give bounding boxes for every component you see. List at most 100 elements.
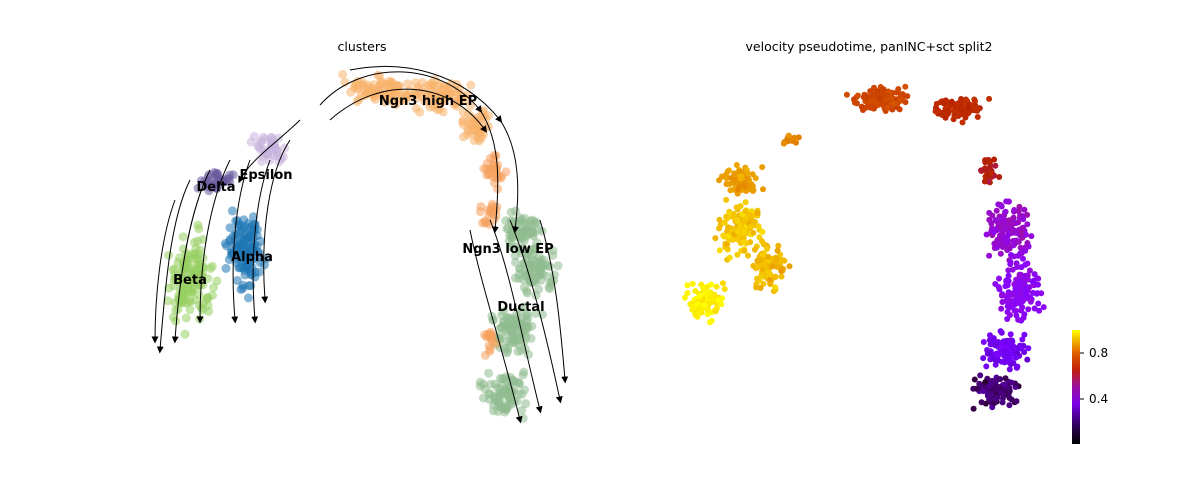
cell-point — [712, 308, 719, 315]
cell-point — [1017, 212, 1024, 219]
cell-point — [1013, 354, 1019, 361]
cell-point — [498, 388, 508, 397]
streamline — [196, 159, 231, 324]
cell-point — [785, 132, 792, 139]
cell-point — [780, 140, 787, 147]
colorbar-label-0.8: 0.8 — [1089, 346, 1108, 360]
cell-point — [716, 177, 723, 184]
cell-point — [1024, 272, 1031, 279]
cell-point — [209, 178, 219, 188]
cell-point — [745, 252, 751, 259]
cell-point — [546, 278, 555, 288]
cell-point — [1005, 198, 1012, 205]
cell-point — [764, 245, 770, 252]
cell-point — [725, 224, 732, 231]
cell-point — [774, 263, 781, 270]
cell-point — [254, 142, 264, 152]
cell-point — [713, 283, 720, 290]
cell-point — [499, 307, 509, 317]
cell-point — [998, 344, 1005, 351]
cell-point — [959, 119, 966, 126]
cell-point — [998, 350, 1005, 357]
cell-point — [1020, 314, 1027, 321]
cell-point — [511, 257, 520, 267]
cell-point — [474, 122, 484, 132]
cell-point — [681, 294, 688, 301]
cell-point — [411, 104, 421, 113]
cell-point — [987, 341, 994, 348]
cell-point — [462, 94, 472, 104]
cluster-label-ngn3-low-ep: Ngn3 low EP — [462, 242, 553, 257]
cell-point — [1009, 226, 1016, 233]
cell-point — [236, 246, 246, 255]
cell-point — [939, 109, 946, 116]
cell-point — [260, 148, 270, 158]
cell-point — [707, 319, 713, 326]
cell-point — [1004, 247, 1011, 253]
cell-point — [522, 286, 532, 296]
cell-point — [168, 265, 178, 275]
cell-point — [227, 206, 237, 216]
cell-point — [943, 109, 950, 116]
cluster-label-ductal: Ductal — [497, 300, 544, 315]
streamline — [509, 219, 563, 404]
cell-point — [980, 355, 987, 362]
cell-point — [536, 275, 546, 285]
cell-point — [1017, 289, 1024, 296]
cell-point — [531, 219, 541, 229]
cell-point — [733, 162, 740, 168]
cell-point — [1005, 222, 1012, 229]
cell-point — [750, 187, 757, 194]
cell-point — [690, 304, 697, 311]
cell-point — [1006, 297, 1013, 303]
cell-point — [553, 261, 563, 271]
cell-point — [1025, 345, 1032, 352]
cell-point — [772, 273, 779, 280]
cell-point — [1022, 289, 1029, 296]
cell-point — [188, 265, 198, 274]
cell-point — [989, 212, 996, 219]
cell-point — [684, 290, 691, 296]
cell-point — [1005, 272, 1012, 279]
cell-point — [481, 332, 491, 342]
cell-point — [986, 95, 993, 102]
cell-point — [525, 276, 535, 286]
right-panel: velocity pseudotime, panINC+sct split2 0… — [681, 39, 1108, 444]
cell-point — [897, 97, 904, 104]
cell-point — [742, 208, 749, 215]
cell-point — [723, 175, 730, 182]
cell-point — [1002, 209, 1008, 216]
streamline — [261, 139, 291, 304]
cell-point — [1013, 364, 1020, 371]
cell-point — [1004, 303, 1011, 310]
cell-point — [998, 215, 1005, 222]
cell-point — [1020, 297, 1027, 304]
cell-point — [740, 239, 747, 246]
cell-point — [1008, 252, 1014, 258]
cell-point — [1017, 345, 1024, 352]
cell-point — [721, 219, 728, 226]
cell-point — [249, 225, 259, 235]
cell-point — [795, 134, 802, 141]
cell-point — [236, 254, 246, 264]
cell-point — [741, 229, 748, 236]
cell-point — [518, 370, 528, 380]
cell-point — [521, 316, 531, 326]
cell-point — [236, 284, 246, 294]
cell-point — [354, 95, 364, 104]
cell-point — [510, 206, 520, 216]
cell-point — [1031, 271, 1038, 278]
cell-point — [774, 247, 781, 254]
cell-point — [1006, 394, 1013, 401]
cell-point — [466, 80, 476, 90]
cell-point — [1023, 284, 1030, 291]
cell-point — [705, 290, 712, 297]
cell-point — [1008, 379, 1015, 386]
cell-point — [1004, 239, 1010, 245]
cell-point — [746, 212, 753, 219]
cell-point — [1005, 267, 1012, 274]
cell-point — [1005, 340, 1012, 347]
cell-point — [978, 399, 985, 406]
cell-point — [509, 320, 519, 330]
cell-point — [530, 308, 540, 318]
